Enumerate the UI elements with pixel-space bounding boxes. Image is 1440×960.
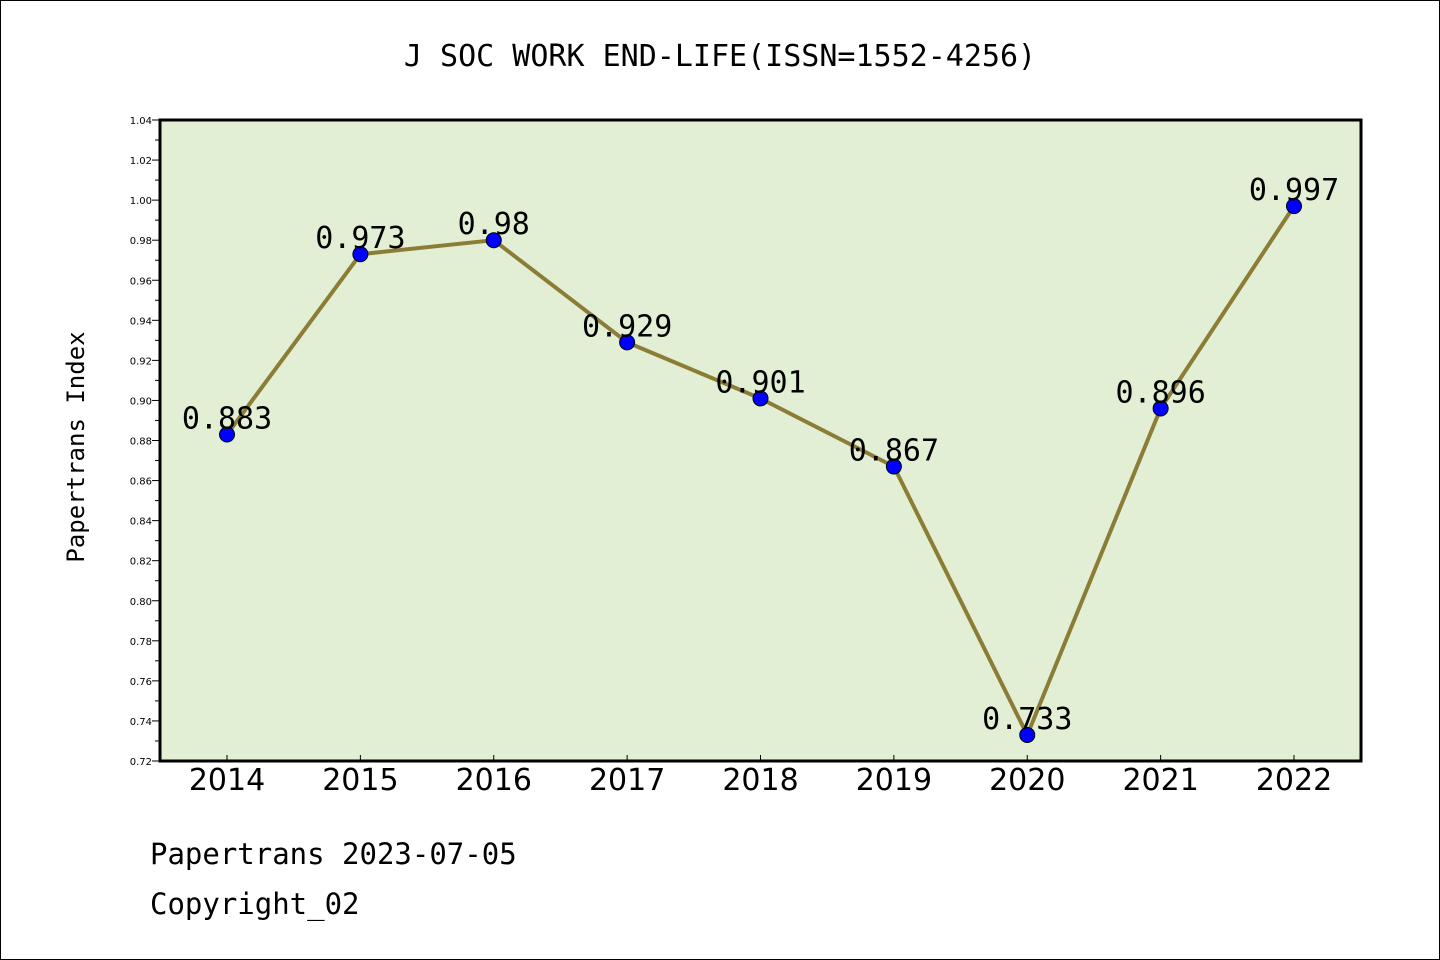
- x-tick-label: 2015: [322, 763, 398, 798]
- y-axis-label: Papertrans Index: [62, 331, 90, 562]
- y-tick-label: 0.98: [130, 236, 152, 247]
- y-tick-label: 0.72: [130, 757, 152, 768]
- x-tick-label: 2016: [456, 763, 532, 798]
- x-tick-label: 2022: [1256, 763, 1332, 798]
- y-tick-label: 0.80: [130, 597, 152, 608]
- x-tick-label: 2018: [722, 763, 798, 798]
- data-point: [485, 232, 502, 249]
- y-tick-label: 0.82: [130, 557, 152, 568]
- y-tick-label: 0.92: [130, 356, 152, 367]
- x-tick-label: 2017: [589, 763, 665, 798]
- x-tick-label: 2021: [1122, 763, 1198, 798]
- x-axis-ticks: 2014 2015 2016 2017 2018 2019 2020 2021 2022: [189, 755, 1332, 798]
- x-tick-label: 2014: [189, 763, 265, 798]
- y-tick-label: 0.86: [130, 477, 152, 488]
- data-label: 0.973: [315, 221, 405, 256]
- data-label: 0.883: [182, 401, 272, 436]
- x-tick-label: 2020: [989, 763, 1065, 798]
- data-point: [752, 390, 769, 407]
- footer-copyright: Copyright_02: [150, 887, 360, 922]
- data-label: 0.733: [982, 702, 1072, 737]
- data-point: [619, 334, 636, 351]
- y-tick-label: 0.76: [130, 677, 152, 688]
- data-labels: 0.883 0.973 0.98 0.929 0.901 0.867 0.733 0.896 0…: [182, 173, 1339, 737]
- data-point: [1286, 198, 1302, 215]
- data-point: [1152, 400, 1169, 417]
- y-tick-label: 1.00: [130, 196, 152, 207]
- footer-date: Papertrans 2023-07-05: [150, 837, 517, 871]
- y-tick-label: 1.04: [130, 116, 152, 127]
- data-markers: [219, 198, 1302, 743]
- y-tick-label: 0.88: [130, 437, 152, 448]
- y-tick-label: 0.78: [130, 637, 152, 648]
- y-tick-label: 0.90: [130, 396, 152, 407]
- y-tick-label: 0.94: [130, 316, 152, 327]
- data-label: 0.997: [1249, 173, 1339, 208]
- data-label: 0.867: [849, 434, 939, 469]
- data-label: 0.929: [582, 309, 672, 344]
- x-tick-label: 2019: [856, 763, 932, 798]
- data-point: [1019, 726, 1036, 743]
- data-label: 0.901: [715, 365, 805, 400]
- data-point: [352, 246, 369, 263]
- plot-area: [158, 118, 1363, 763]
- y-axis-ticks: 0.72 0.74 0.76 0.78 0.80 0.82 0.84 0.86 0.88 0.90…: [130, 116, 160, 768]
- data-point: [885, 458, 902, 475]
- data-label: 0.98: [458, 207, 530, 242]
- y-tick-label: 0.96: [130, 276, 152, 287]
- chart-title: J SOC WORK END-LIFE(ISSN=1552-4256): [404, 39, 1036, 74]
- data-point: [219, 426, 235, 443]
- y-tick-label: 0.74: [130, 717, 152, 728]
- y-tick-label: 1.02: [130, 156, 152, 167]
- data-label: 0.896: [1115, 375, 1205, 410]
- y-tick-label: 0.84: [130, 517, 152, 528]
